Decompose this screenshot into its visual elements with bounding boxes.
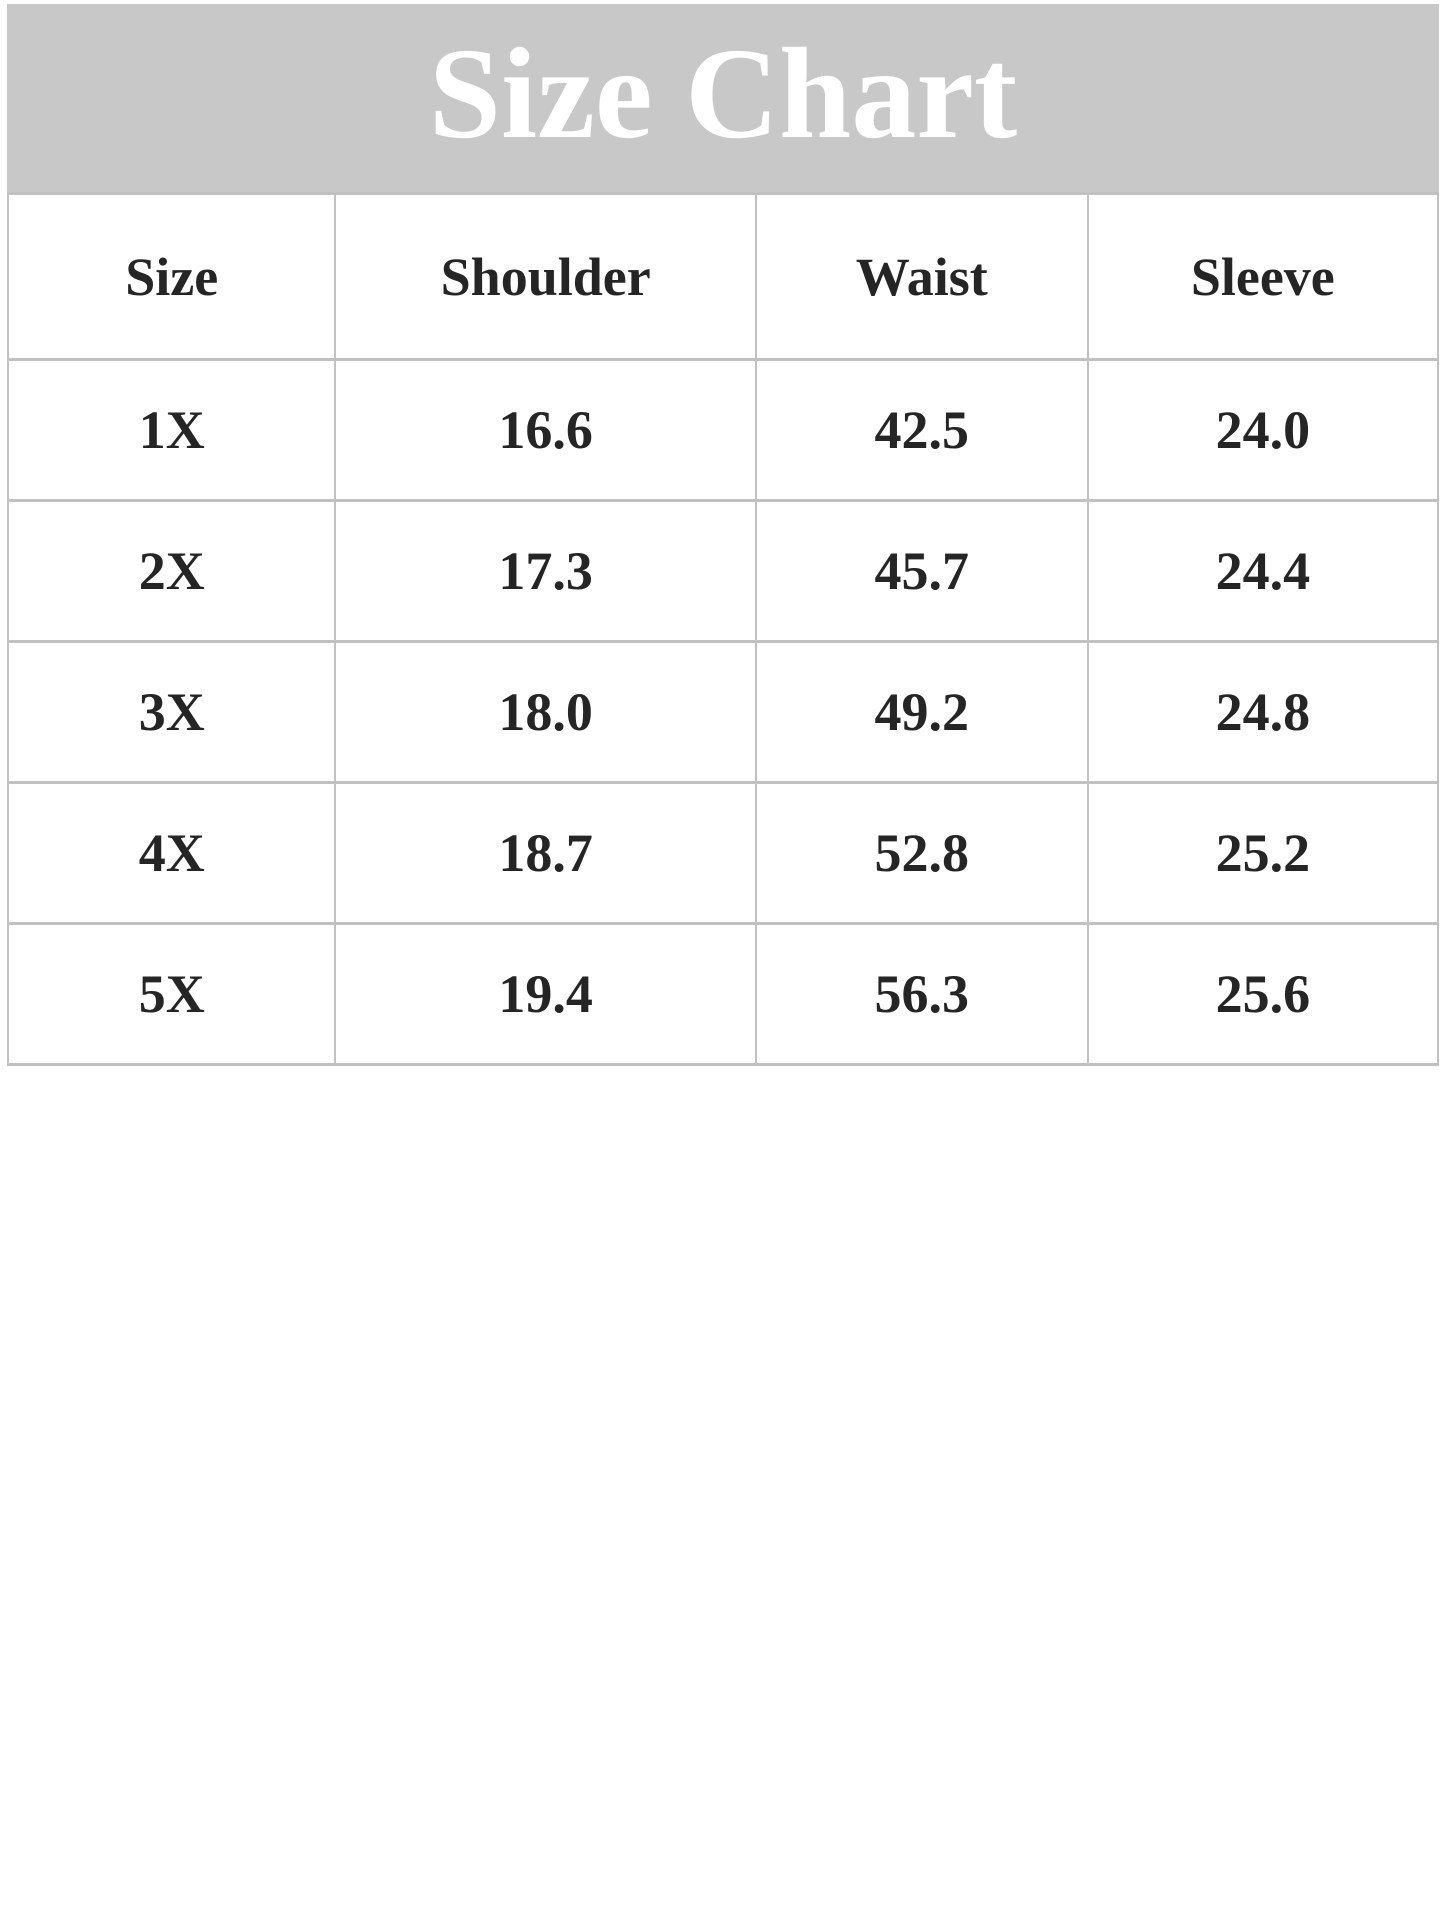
- cell-waist: 49.2: [754, 640, 1089, 784]
- size-chart-table: Size Shoulder Waist Sleeve 1X 16.6 42.5 …: [6, 192, 1440, 1066]
- cell-size-label: 5X: [6, 922, 337, 1066]
- cell-sleeve: 25.2: [1086, 781, 1440, 925]
- column-header-size: Size: [6, 192, 337, 361]
- cell-shoulder: 18.0: [334, 640, 757, 784]
- title-banner: Size Chart: [7, 4, 1439, 192]
- cell-shoulder: 19.4: [334, 922, 757, 1066]
- size-chart-page: Size Chart Size Shoulder Waist Sleeve 1X…: [6, 4, 1440, 1066]
- cell-size-label: 1X: [6, 358, 337, 502]
- page-title: Size Chart: [428, 22, 1018, 166]
- cell-waist: 42.5: [754, 358, 1089, 502]
- table-row: 5X 19.4 56.3 25.6: [6, 922, 1440, 1066]
- cell-size-label: 2X: [6, 499, 337, 643]
- table-row: 1X 16.6 42.5 24.0: [6, 358, 1440, 502]
- cell-sleeve: 24.8: [1086, 640, 1440, 784]
- cell-waist: 45.7: [754, 499, 1089, 643]
- cell-shoulder: 17.3: [334, 499, 757, 643]
- table-row: 4X 18.7 52.8 25.2: [6, 781, 1440, 925]
- column-header-sleeve: Sleeve: [1086, 192, 1440, 361]
- cell-waist: 52.8: [754, 781, 1089, 925]
- cell-waist: 56.3: [754, 922, 1089, 1066]
- cell-size-label: 4X: [6, 781, 337, 925]
- table-header-row: Size Shoulder Waist Sleeve: [6, 192, 1440, 361]
- cell-shoulder: 16.6: [334, 358, 757, 502]
- cell-size-label: 3X: [6, 640, 337, 784]
- column-header-shoulder: Shoulder: [334, 192, 757, 361]
- cell-sleeve: 24.4: [1086, 499, 1440, 643]
- cell-sleeve: 24.0: [1086, 358, 1440, 502]
- table-row: 3X 18.0 49.2 24.8: [6, 640, 1440, 784]
- cell-sleeve: 25.6: [1086, 922, 1440, 1066]
- column-header-waist: Waist: [754, 192, 1089, 361]
- cell-shoulder: 18.7: [334, 781, 757, 925]
- table-row: 2X 17.3 45.7 24.4: [6, 499, 1440, 643]
